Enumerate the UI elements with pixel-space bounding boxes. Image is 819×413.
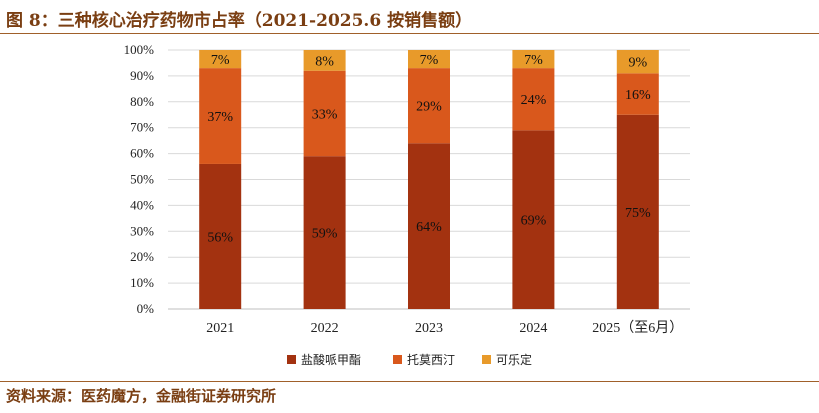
x-axis-labels: 2021 2022 2023 2024 2025（至6月） bbox=[206, 320, 683, 336]
data-label: 9% bbox=[628, 56, 647, 71]
y-axis-labels: 0% 10% 20% 30% 40% 50% 60% 70% 80% 90% 100% bbox=[124, 42, 155, 316]
bar-segment bbox=[303, 156, 346, 309]
x-tick-label: 2022 bbox=[311, 321, 339, 336]
y-tick-label: 40% bbox=[130, 197, 154, 212]
data-label: 7% bbox=[420, 53, 439, 68]
legend-swatch bbox=[482, 355, 491, 364]
y-tick-label: 30% bbox=[130, 223, 154, 238]
data-label: 16% bbox=[625, 88, 651, 103]
x-tick-label: 2024 bbox=[519, 321, 547, 336]
data-label: 75% bbox=[625, 206, 651, 221]
x-tick-label: 2025（至6月） bbox=[592, 320, 683, 336]
bar-segment bbox=[512, 68, 555, 131]
bar-segment bbox=[199, 50, 242, 69]
data-label: 37% bbox=[207, 110, 233, 125]
data-label: 8% bbox=[315, 54, 334, 69]
bars: 56% 37% 7% 59% 33% 8% 64% 29% 7% 69% 24% 7% 75% 16% 9% bbox=[199, 50, 659, 309]
legend-label: 可乐定 bbox=[496, 352, 532, 367]
legend: 盐酸哌甲酯 托莫西汀 可乐定 bbox=[287, 352, 532, 367]
legend-label: 托莫西汀 bbox=[407, 353, 455, 367]
data-label: 69% bbox=[521, 214, 547, 229]
y-tick-label: 10% bbox=[130, 275, 154, 290]
source-rule bbox=[0, 381, 819, 382]
y-tick-label: 0% bbox=[137, 301, 155, 316]
bar-segment bbox=[512, 130, 555, 309]
y-tick-label: 100% bbox=[124, 42, 155, 57]
data-label: 24% bbox=[521, 93, 547, 108]
bar-segment bbox=[616, 50, 659, 74]
bar-segment bbox=[303, 50, 346, 71]
data-label: 29% bbox=[416, 100, 442, 115]
x-tick-label: 2023 bbox=[415, 321, 443, 336]
title-rule bbox=[0, 33, 819, 34]
bar-segment bbox=[616, 73, 659, 115]
y-tick-label: 80% bbox=[130, 94, 154, 109]
bar-segment bbox=[199, 68, 242, 164]
data-label: 59% bbox=[312, 227, 338, 242]
data-label: 7% bbox=[524, 53, 543, 68]
bar-segment bbox=[512, 50, 555, 69]
figure-title: 图 8：三种核心治疗药物市占率（2021-2025.6 按销售额） bbox=[6, 11, 473, 31]
y-tick-label: 70% bbox=[130, 120, 154, 135]
y-tick-label: 60% bbox=[130, 146, 154, 161]
x-tick-label: 2021 bbox=[206, 321, 234, 336]
legend-swatch bbox=[287, 355, 296, 364]
bar-segment bbox=[616, 114, 659, 309]
source-note: 资料来源：医药魔方，金融街证券研究所 bbox=[6, 387, 277, 405]
data-label: 64% bbox=[416, 220, 442, 235]
legend-swatch bbox=[393, 355, 402, 364]
bar-segment bbox=[408, 143, 450, 309]
y-tick-label: 20% bbox=[130, 249, 154, 264]
data-label: 56% bbox=[207, 230, 233, 245]
y-tick-label: 50% bbox=[130, 172, 154, 187]
y-tick-label: 90% bbox=[130, 68, 154, 83]
bar-segment bbox=[408, 68, 450, 144]
legend-label: 盐酸哌甲酯 bbox=[301, 352, 361, 367]
data-label: 33% bbox=[312, 107, 338, 122]
bar-segment bbox=[408, 50, 450, 69]
data-label: 7% bbox=[211, 53, 230, 68]
bar-segment bbox=[303, 70, 346, 157]
bar-segment bbox=[199, 163, 242, 309]
